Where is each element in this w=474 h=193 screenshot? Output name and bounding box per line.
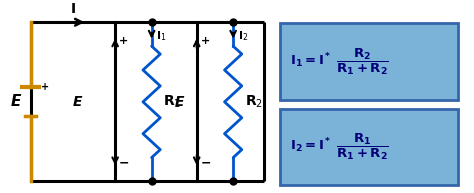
Text: I$_1$: I$_1$ [156, 29, 167, 43]
Text: R$_1$: R$_1$ [163, 94, 181, 110]
Text: +: + [41, 81, 49, 91]
Text: I$_2$: I$_2$ [238, 29, 248, 43]
FancyBboxPatch shape [280, 109, 458, 185]
Text: $\mathbf{I_1=I^*\ \dfrac{R_2}{R_1+R_2}}$: $\mathbf{I_1=I^*\ \dfrac{R_2}{R_1+R_2}}$ [290, 46, 389, 77]
Text: I: I [70, 2, 75, 15]
Text: +: + [119, 36, 128, 46]
Text: $\mathbf{I_2=I^*\ \dfrac{R_1}{R_1+R_2}}$: $\mathbf{I_2=I^*\ \dfrac{R_1}{R_1+R_2}}$ [290, 132, 389, 162]
Text: +: + [201, 36, 210, 46]
Text: E: E [174, 95, 184, 109]
Text: E: E [73, 95, 82, 109]
Text: R$_2$: R$_2$ [245, 94, 263, 110]
Text: E: E [10, 94, 20, 109]
Text: −: − [119, 156, 129, 169]
FancyBboxPatch shape [280, 23, 458, 100]
Text: −: − [201, 156, 211, 169]
